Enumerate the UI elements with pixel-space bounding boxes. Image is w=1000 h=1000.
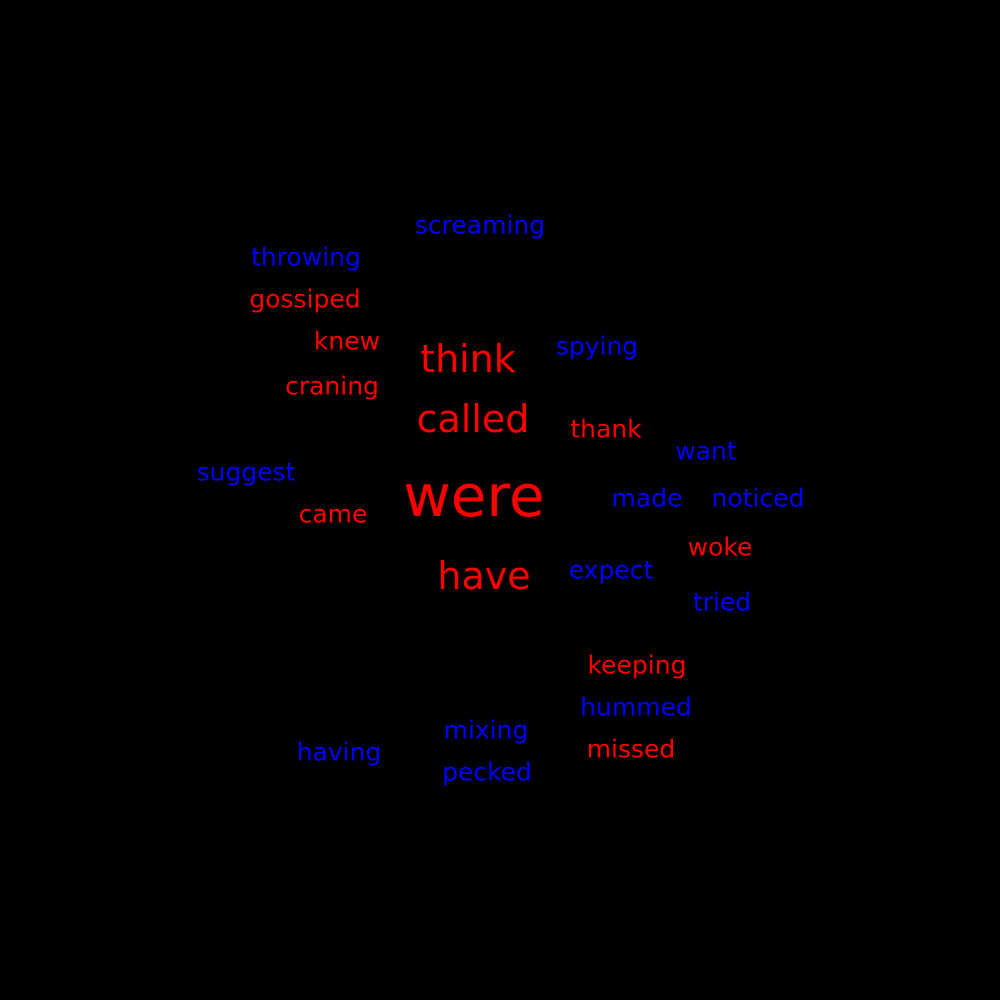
word-thank: thank [570,414,642,444]
word-throwing: throwing [251,242,361,272]
word-mixing: mixing [443,715,529,745]
word-noticed: noticed [711,483,805,513]
word-gossiped: gossiped [249,284,361,314]
word-think: think [420,337,516,381]
word-called: called [416,397,530,441]
word-missed: missed [586,734,676,764]
word-have: have [437,554,531,598]
word-woke: woke [687,532,753,562]
word-keeping: keeping [587,650,687,680]
word-pecked: pecked [442,757,532,787]
word-screaming: screaming [414,210,546,240]
word-having: having [296,737,382,767]
word-tried: tried [692,587,752,617]
word-knew: knew [313,326,381,356]
word-hummed: hummed [580,692,692,722]
word-came: came [298,499,368,529]
word-spying: spying [555,331,639,361]
word-suggest: suggest [196,457,296,487]
word-want: want [675,436,737,466]
word-made: made [611,483,683,513]
word-expect: expect [568,555,654,585]
word-craning: craning [285,371,379,401]
word-were: were [403,462,545,530]
